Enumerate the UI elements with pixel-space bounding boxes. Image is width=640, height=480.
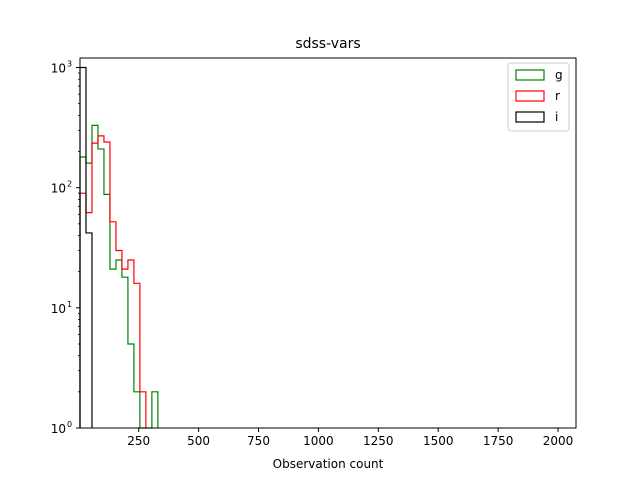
bar-r-4 bbox=[104, 142, 110, 428]
bar-r-5 bbox=[110, 222, 116, 428]
bar-r-9 bbox=[134, 283, 140, 428]
chart-title: sdss-vars bbox=[295, 36, 360, 52]
x-tick-label: 1750 bbox=[483, 434, 514, 448]
legend-label-r: r bbox=[555, 89, 560, 103]
series-layer bbox=[79, 66, 159, 429]
y-tick-label: 10 bbox=[51, 422, 66, 436]
bar-i-0 bbox=[80, 68, 86, 428]
series-i bbox=[79, 66, 93, 428]
x-axis: 250 500 750 1000 1250 1500 1750 2000 bbox=[127, 428, 573, 448]
x-tick-label: 1250 bbox=[363, 434, 394, 448]
series-line-r bbox=[79, 135, 147, 428]
bar-r-1 bbox=[86, 213, 92, 428]
bar-g-7 bbox=[122, 277, 128, 428]
bar-r-7 bbox=[122, 269, 128, 428]
series-r bbox=[79, 135, 147, 428]
bar-g-3 bbox=[98, 149, 104, 428]
bar-g-6 bbox=[116, 260, 122, 428]
bar-g-5 bbox=[110, 269, 116, 428]
x-tick-label: 500 bbox=[187, 434, 210, 448]
legend-swatch-i bbox=[515, 111, 545, 123]
series-line-i bbox=[79, 66, 93, 428]
bar-g-8 bbox=[128, 344, 134, 428]
legend-label-i: i bbox=[555, 110, 558, 124]
y-tick-exponent: 2 bbox=[67, 180, 72, 189]
bar-g-1 bbox=[86, 163, 92, 428]
x-tick-label: 2000 bbox=[543, 434, 574, 448]
y-tick-label: 10 bbox=[51, 62, 66, 76]
y-tick-exponent: 0 bbox=[67, 420, 72, 429]
x-tick-label: 1000 bbox=[303, 434, 334, 448]
legend-swatch-g bbox=[515, 69, 545, 81]
legend: gri bbox=[507, 62, 570, 132]
bar-r-6 bbox=[116, 251, 122, 428]
y-tick-exponent: 1 bbox=[67, 300, 72, 309]
y-tick-exponent: 3 bbox=[67, 60, 72, 69]
legend-label-g: g bbox=[555, 68, 563, 82]
x-tick-label: 250 bbox=[127, 434, 150, 448]
y-tick-label: 10 bbox=[51, 302, 66, 316]
bar-i-1 bbox=[86, 233, 92, 428]
bar-g-9 bbox=[134, 392, 140, 428]
bar-r-3 bbox=[98, 136, 104, 428]
legend-swatch-r bbox=[515, 90, 545, 102]
bar-g-0 bbox=[80, 157, 86, 428]
x-tick-label: 1500 bbox=[423, 434, 454, 448]
plot-frame bbox=[79, 57, 577, 429]
bar-r-10 bbox=[140, 392, 146, 428]
bar-g-12 bbox=[152, 392, 158, 428]
bar-r-0 bbox=[80, 193, 86, 428]
bar-g-2 bbox=[92, 125, 98, 428]
x-axis-label: Observation count bbox=[273, 457, 384, 471]
bar-r-2 bbox=[92, 143, 98, 428]
bar-g-4 bbox=[104, 194, 110, 428]
y-tick-label: 10 bbox=[51, 182, 66, 196]
x-tick-label: 750 bbox=[247, 434, 270, 448]
